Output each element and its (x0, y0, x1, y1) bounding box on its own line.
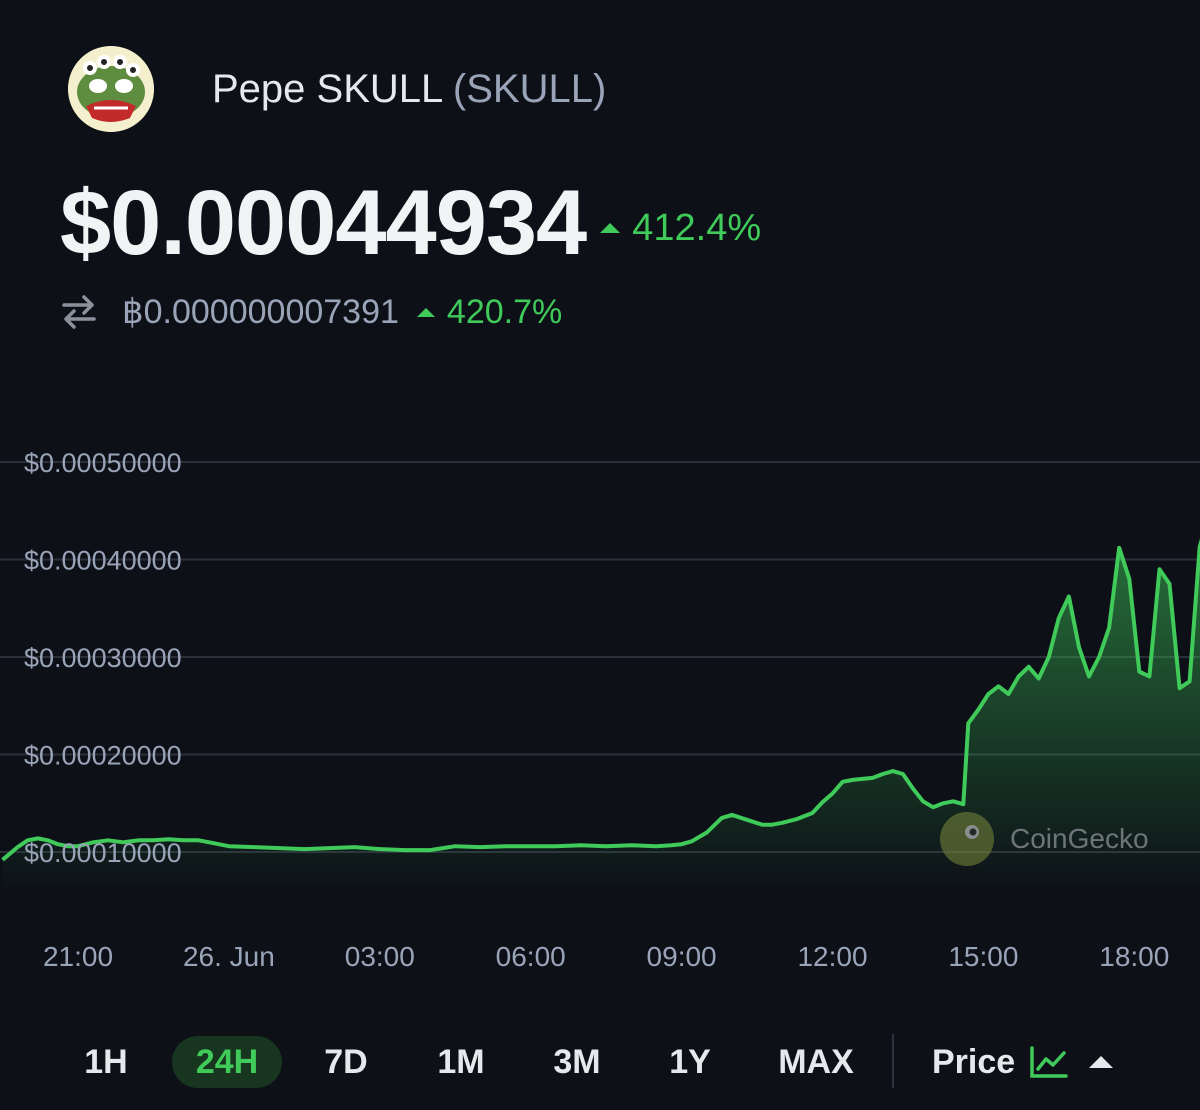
y-tick-label: $0.00020000 (24, 741, 182, 771)
timeframe-7d-button[interactable]: 7D (324, 1043, 368, 1081)
usd-change-value: 412.4% (632, 206, 762, 249)
price-chart-svg[interactable]: $0.00050000 $0.00040000 $0.00030000 $0.0002… (0, 420, 1200, 1000)
triangle-up-icon (600, 223, 621, 233)
coin-title: Pepe SKULL (SKULL) (212, 64, 606, 114)
btc-change-value: 420.7% (446, 292, 563, 331)
price-mode-label: Price (932, 1042, 1016, 1081)
usd-price-row: $0.00044934 412.4% (60, 168, 761, 278)
coingecko-logo-icon (940, 812, 994, 866)
timeframe-max-button[interactable]: MAX (778, 1043, 854, 1081)
price-area-fill (2, 545, 1200, 890)
coin-name: Pepe SKULL (212, 67, 442, 111)
caret-up-icon[interactable] (1089, 1056, 1114, 1068)
swap-arrows-icon[interactable] (60, 293, 98, 331)
watermark-text: CoinGecko (1010, 823, 1149, 854)
timeframe-3m-button[interactable]: 3M (553, 1043, 601, 1081)
coingecko-watermark: CoinGecko (940, 812, 1149, 866)
price-chart[interactable]: $0.00050000 $0.00040000 $0.00030000 $0.0002… (0, 420, 1200, 1000)
x-tick-label: 26. Jun (183, 941, 275, 972)
x-tick-label: 18:00 (1099, 941, 1169, 972)
x-tick-label: 06:00 (496, 941, 566, 972)
price-mode-selector[interactable]: Price (932, 1036, 1114, 1088)
timeframe-24h-button[interactable]: 24H (172, 1036, 282, 1088)
x-tick-label: 15:00 (948, 941, 1018, 972)
btc-price: ฿0.000000007391 (122, 293, 399, 331)
y-tick-label: $0.00050000 (24, 448, 182, 478)
x-tick-label: 03:00 (345, 941, 415, 972)
price-series-line (1, 538, 1200, 862)
line-chart-icon[interactable] (1029, 1045, 1069, 1079)
timeframe-1m-button[interactable]: 1M (437, 1043, 485, 1081)
coin-symbol: (SKULL) (452, 67, 607, 111)
triangle-up-icon (416, 307, 435, 317)
btc-price-row: ฿0.000000007391 420.7% (60, 292, 562, 332)
pepe-skull-logo-icon (68, 46, 154, 132)
coin-header: Pepe SKULL (SKULL) $0.00044934 412.4% ฿0… (0, 0, 1200, 360)
x-tick-label: 09:00 (647, 941, 717, 972)
timeframe-1y-button[interactable]: 1Y (669, 1043, 711, 1081)
x-tick-label: 21:00 (43, 941, 113, 972)
usd-change: 412.4% (600, 207, 761, 250)
x-tick-label: 12:00 (797, 941, 867, 972)
btc-change: 420.7% (416, 292, 563, 332)
y-tick-label: $0.00010000 (24, 838, 182, 868)
usd-price: $0.00044934 (60, 172, 587, 274)
chart-toolbar: 1H 24H 7D 1M 3M 1Y MAX Price (0, 1020, 1200, 1100)
toolbar-divider (892, 1034, 894, 1088)
y-tick-label: $0.00030000 (24, 643, 182, 673)
timeframe-1h-button[interactable]: 1H (84, 1043, 128, 1081)
y-tick-label: $0.00040000 (24, 546, 182, 576)
